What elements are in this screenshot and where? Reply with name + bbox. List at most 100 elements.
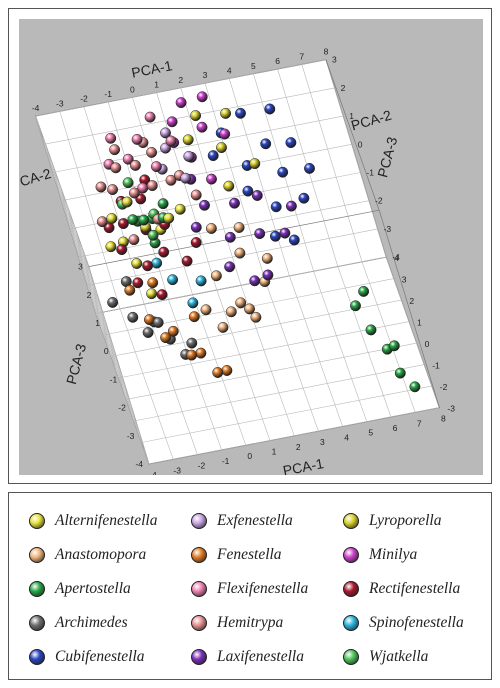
grid-line [118,321,410,379]
z-tick-label-right: 3 [332,55,337,65]
point-hemitrypa [190,189,202,201]
scatter-3d-plot[interactable]: -4-4-3-3-2-2-1-1001122334455667788-3-2-1… [19,19,483,475]
grid-line [35,116,90,267]
point-apertostella [365,324,377,336]
point-laxifenestella [224,261,236,273]
legend-item-wjatkella[interactable]: Wjatkella [343,647,428,667]
x-tick-label: -1 [222,456,230,466]
point-lyroporella [182,134,194,146]
point-laxifenestella [285,200,297,212]
y-tick-label: 2 [409,296,414,306]
legend-item-minilya[interactable]: Minilya [343,545,417,565]
point-hemitrypa [128,187,140,199]
legend-item-fenestella[interactable]: Fenestella [191,545,282,565]
x-tick-label: 1 [272,447,277,457]
grid-line [59,111,121,309]
point-archimedes [127,311,139,323]
legend-swatch [343,581,359,597]
x-tick-label: 8 [441,414,446,424]
x-tick-label: 2 [296,442,301,452]
point-apertostella [409,381,421,393]
legend-label: Rectifenestella [369,580,461,597]
legend-item-archimedes[interactable]: Archimedes [29,613,128,633]
legend-label: Hemitrypa [217,614,284,631]
grid-line [126,342,417,400]
x-tick-label-top: 6 [275,56,280,66]
legend-label: Exfenestella [217,512,293,529]
point-anastomopora [205,223,217,234]
point-laxifenestella [279,227,291,239]
point-cubifenestella [288,234,300,246]
point-anastomopora [261,252,273,264]
y-tick-label: 3 [402,275,407,285]
legend-item-rectifenestella[interactable]: Rectifenestella [343,579,460,599]
grid-line [83,106,145,305]
y-tick-label: -1 [432,361,440,371]
grid-line [95,256,387,314]
x-tick-label-top: -1 [104,89,112,99]
legend-item-spinofenestella[interactable]: Spinofenestella [343,613,464,633]
x-axis-title[interactable]: PCA-1 [281,455,325,475]
legend-label: Wjatkella [369,648,429,665]
point-fenestella [195,347,207,359]
legend: Alternifenestella Exfenestella Lyroporella… [8,492,492,680]
x-tick-label-top: 3 [203,70,208,80]
point-minilya [175,97,187,109]
point-hemitrypa [110,162,122,174]
point-exfenestella [180,172,192,184]
legend-swatch [191,547,207,563]
point-anastomopora [235,297,247,309]
point-lyroporella [216,142,227,154]
point-cubifenestella [242,185,254,197]
grid-line [385,257,440,408]
x-tick-label-top: -4 [32,103,40,113]
grid-line [361,261,416,413]
legend-item-laxifenestella[interactable]: Laxifenestella [191,647,304,667]
legend-item-exfenestella[interactable]: Exfenestella [191,511,293,531]
grid-line [78,200,370,258]
legend-swatch [29,547,45,563]
legend-item-cubifenestella[interactable]: Cubifenestella [29,647,145,667]
legend-label: Spinofenestella [369,614,464,631]
point-minilya [206,173,217,185]
grid-line [119,308,174,460]
point-hemitrypa [129,159,141,171]
grid-line [86,285,141,436]
grid-line [180,87,242,286]
x-axis-title-top[interactable]: PCA-1 [130,57,174,81]
legend-item-lyroporella[interactable]: Lyroporella [343,511,441,531]
point-rectifenestella [156,289,168,301]
legend-swatch [343,513,359,529]
point-laxifenestella [251,190,263,201]
z-tick-label-right: -2 [375,196,383,206]
point-rectifenestella [158,246,170,258]
point-hemitrypa [146,146,158,158]
point-cubifenestella [264,103,276,115]
x-tick-label: 3 [320,437,325,447]
legend-item-hemitrypa[interactable]: Hemitrypa [191,613,283,633]
point-hemitrypa [107,184,119,196]
point-anastomopora [217,321,229,333]
box-edge [325,59,380,211]
point-wjatkella [122,177,134,189]
x-tick-label: 4 [344,432,349,442]
point-anastomopora [234,247,246,259]
grid-line [156,92,218,291]
point-minilya [196,121,208,133]
legend-item-apertostella[interactable]: Apertostella [29,579,131,599]
x-tick-label: 7 [417,418,422,428]
x-tick-label-top: 4 [227,66,232,76]
legend-label: Alternifenestella [55,512,158,529]
legend-item-flexifenestella[interactable]: Flexifenestella [191,579,308,599]
point-apertostella [350,300,361,312]
legend-swatch [343,615,359,631]
grid-line [95,313,150,465]
legend-item-anastomopora[interactable]: Anastomopora [29,545,146,565]
legend-label: Minilya [369,546,418,563]
legend-swatch [191,615,207,631]
x-tick-label: 0 [247,451,252,461]
point-alternifenestella [163,212,175,224]
z-tick-label: -4 [135,459,143,469]
legend-item-alternifenestella[interactable]: Alternifenestella [29,511,157,531]
grid-line [52,172,107,324]
